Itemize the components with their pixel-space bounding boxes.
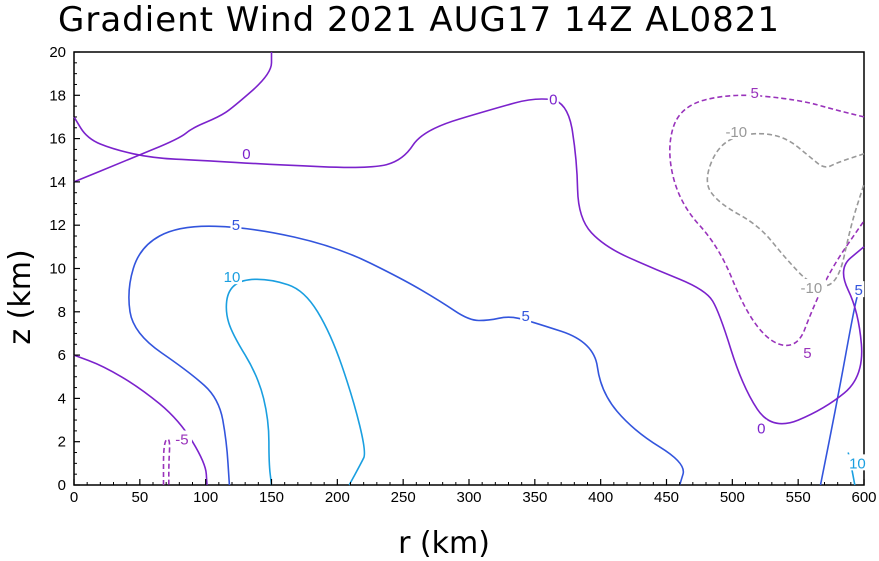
- contour-label-background: [171, 430, 192, 447]
- contour-label: 0: [242, 146, 250, 163]
- contour-line-7: [669, 94, 865, 347]
- contour-label: 10: [849, 455, 866, 472]
- x-tick-label: 450: [654, 489, 679, 506]
- y-axis-ticks: 0 2 4 6 8 10 12 14 16 18 20: [49, 44, 80, 494]
- contour-label: 5: [521, 308, 529, 325]
- y-tick-label: 8: [58, 304, 66, 321]
- contour-label-background: [801, 343, 813, 360]
- contour-label-background: [853, 281, 865, 298]
- y-tick-label: 10: [49, 261, 66, 278]
- x-axis-label: r (km): [398, 526, 490, 561]
- contour-line-6: [73, 52, 273, 183]
- x-tick-label: 250: [391, 489, 416, 506]
- contour-label: -5: [175, 432, 188, 449]
- contour-label: 0: [757, 421, 765, 438]
- contour-label: 5: [232, 217, 240, 234]
- contour-label: 0: [549, 92, 557, 109]
- contour-label-background: [847, 454, 868, 471]
- contour-line-8: [162, 438, 171, 485]
- x-tick-label: 550: [786, 489, 811, 506]
- y-axis-label: z (km): [3, 249, 38, 344]
- contour-label-layer: 10 10 5 5 5 0 0 0 5 5 -5 -10 -10: [171, 84, 868, 472]
- x-tick-label: 150: [259, 489, 284, 506]
- x-tick-label: 300: [456, 489, 481, 506]
- y-tick-label: 4: [58, 390, 66, 407]
- x-tick-label: 400: [588, 489, 613, 506]
- contour-label-background: [240, 144, 252, 161]
- x-tick-label: 100: [193, 489, 218, 506]
- y-tick-label: 0: [58, 477, 66, 494]
- contour-line-9: [706, 132, 865, 287]
- contour-label-background: [749, 84, 761, 101]
- x-tick-label: 600: [851, 489, 876, 506]
- contour-line-2: [128, 225, 685, 486]
- x-axis-ticks: 0 50 100 150 200 250 300 350 400 450 500 550 600: [70, 479, 877, 506]
- contour-line-5: [73, 98, 865, 425]
- y-tick-label: 12: [49, 217, 66, 234]
- contour-label-background: [547, 90, 559, 107]
- chart-title: Gradient Wind 2021 AUG17 14Z AL0821: [58, 0, 780, 40]
- contour-line-4: [73, 354, 208, 486]
- contour-label-background: [721, 123, 751, 140]
- x-tick-label: 350: [522, 489, 547, 506]
- contour-label-background: [755, 419, 767, 436]
- y-tick-label: 2: [58, 434, 66, 451]
- y-tick-label: 20: [49, 44, 66, 61]
- contour-layer: [73, 52, 865, 486]
- contour-line-0: [225, 278, 366, 486]
- contour-label-background: [796, 278, 826, 295]
- contour-label: 10: [224, 269, 241, 286]
- y-tick-label: 18: [49, 87, 66, 104]
- contour-label: -10: [725, 124, 747, 141]
- y-tick-label: 6: [58, 347, 66, 364]
- x-tick-label: 500: [720, 489, 745, 506]
- contour-label-background: [230, 216, 242, 233]
- contour-label-background: [520, 307, 532, 324]
- x-tick-label: 0: [70, 489, 78, 506]
- contour-label-background: [222, 268, 242, 285]
- contour-label: 5: [855, 282, 863, 299]
- x-tick-label: 200: [325, 489, 350, 506]
- contour-label: 5: [803, 345, 811, 362]
- contour-label: 5: [751, 85, 759, 102]
- y-tick-label: 14: [49, 174, 66, 191]
- x-tick-label: 50: [131, 489, 148, 506]
- y-tick-label: 16: [49, 131, 66, 148]
- contour-label: -10: [800, 280, 822, 297]
